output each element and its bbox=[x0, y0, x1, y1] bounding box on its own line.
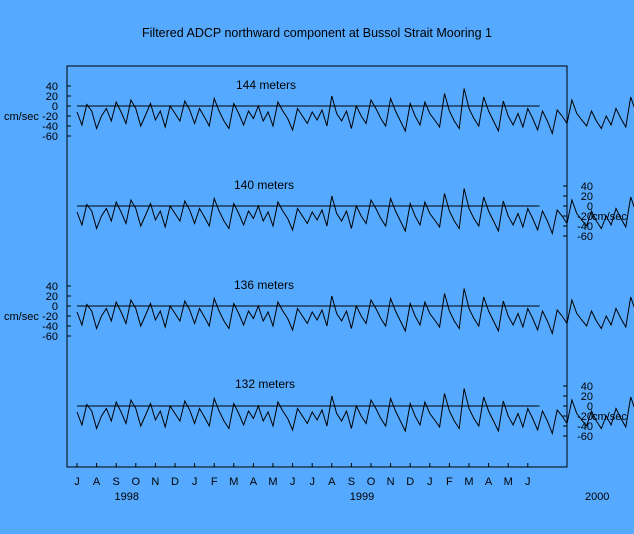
series-label: 132 meters bbox=[235, 377, 295, 391]
x-tick-label: J bbox=[192, 476, 198, 488]
x-tick-label: A bbox=[250, 476, 258, 488]
x-tick-label: D bbox=[406, 476, 414, 488]
y-tick-label: 20 bbox=[46, 91, 58, 103]
chart-title: Filtered ADCP northward component at Bus… bbox=[142, 26, 492, 40]
y-tick-label: -60 bbox=[577, 231, 593, 243]
y-tick-label: 0 bbox=[52, 101, 58, 113]
series-line-144-meters bbox=[76, 88, 634, 136]
y-tick-label: 20 bbox=[581, 191, 593, 203]
series-label: 140 meters bbox=[234, 178, 294, 192]
series-label: 136 meters bbox=[234, 278, 294, 292]
y-unit-label: cm/sec bbox=[4, 311, 39, 323]
y-tick-label: 40 bbox=[46, 81, 58, 93]
y-tick-label: -40 bbox=[42, 121, 58, 133]
x-tick-label: O bbox=[132, 476, 141, 488]
x-tick-label: J bbox=[290, 476, 296, 488]
x-tick-label: F bbox=[446, 476, 453, 488]
y-tick-label: 40 bbox=[46, 281, 58, 293]
x-tick-label: M bbox=[464, 476, 473, 488]
y-tick-label: -20 bbox=[577, 411, 593, 423]
x-tick-label: M bbox=[268, 476, 277, 488]
y-unit-label: cm/sec bbox=[592, 211, 627, 223]
plot-frame bbox=[66, 65, 568, 468]
series-line-132-meters bbox=[76, 388, 634, 436]
y-tick-label: -20 bbox=[42, 111, 58, 123]
x-tick-label: N bbox=[387, 476, 395, 488]
y-tick-label: -60 bbox=[42, 331, 58, 343]
x-tick-label: M bbox=[229, 476, 238, 488]
x-tick-label: F bbox=[211, 476, 218, 488]
x-year-label: 2000 bbox=[585, 491, 609, 503]
y-tick-label: -20 bbox=[42, 311, 58, 323]
series-line-136-meters bbox=[76, 288, 634, 336]
y-tick-label: -60 bbox=[577, 431, 593, 443]
x-tick-label: O bbox=[367, 476, 376, 488]
x-tick-label: S bbox=[113, 476, 120, 488]
y-unit-label: cm/sec bbox=[4, 111, 39, 123]
y-tick-label: 0 bbox=[52, 301, 58, 313]
x-tick-label: N bbox=[151, 476, 159, 488]
x-tick-label: A bbox=[485, 476, 493, 488]
y-tick-label: -40 bbox=[42, 321, 58, 333]
y-tick-label: 40 bbox=[581, 181, 593, 193]
x-tick-label: D bbox=[171, 476, 179, 488]
x-tick-label: J bbox=[427, 476, 433, 488]
series-line-140-meters bbox=[76, 188, 634, 236]
y-tick-label: -60 bbox=[42, 131, 58, 143]
y-tick-label: -40 bbox=[577, 221, 593, 233]
y-tick-label: 20 bbox=[581, 391, 593, 403]
x-tick-label: J bbox=[525, 476, 531, 488]
x-tick-label: J bbox=[74, 476, 80, 488]
y-tick-label: 0 bbox=[587, 401, 593, 413]
x-tick-label: A bbox=[93, 476, 101, 488]
y-tick-label: 0 bbox=[587, 201, 593, 213]
series-label: 144 meters bbox=[236, 78, 296, 92]
x-tick-label: M bbox=[504, 476, 513, 488]
y-tick-label: -20 bbox=[577, 211, 593, 223]
x-tick-label: S bbox=[348, 476, 355, 488]
y-tick-label: 20 bbox=[46, 291, 58, 303]
x-tick-label: A bbox=[328, 476, 336, 488]
y-tick-label: 40 bbox=[581, 381, 593, 393]
y-tick-label: -40 bbox=[577, 421, 593, 433]
y-unit-label: cm/sec bbox=[592, 411, 627, 423]
x-tick-label: J bbox=[309, 476, 315, 488]
x-year-label: 1999 bbox=[350, 491, 374, 503]
x-year-label: 1998 bbox=[115, 491, 139, 503]
